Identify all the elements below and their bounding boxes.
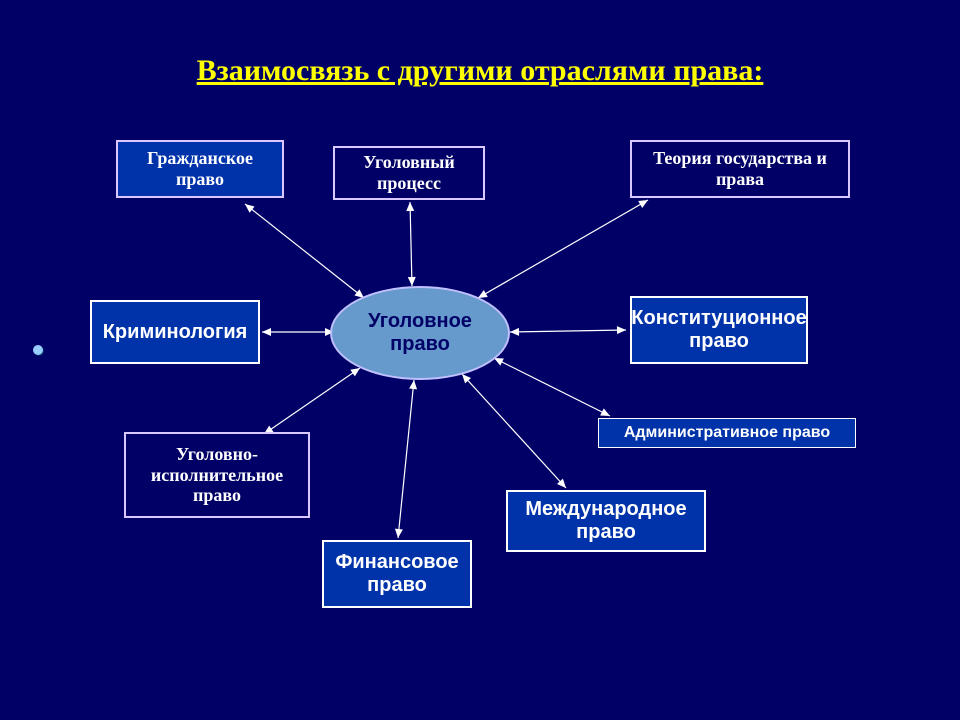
node-label: Гражданское право bbox=[124, 148, 276, 189]
node-constitutional: Конституционное право bbox=[630, 296, 808, 364]
node-label: Административное право bbox=[624, 424, 830, 442]
center-node-label: Уголовное право bbox=[338, 310, 502, 356]
node-international: Международное право bbox=[506, 490, 706, 552]
node-label: Теория государства и права bbox=[638, 148, 842, 189]
node-civil: Гражданское право bbox=[116, 140, 284, 198]
node-admin: Административное право bbox=[598, 418, 856, 448]
center-node: Уголовное право bbox=[330, 286, 510, 380]
node-label: Финансовое право bbox=[330, 551, 464, 597]
node-label: Уголовно-исполнительное право bbox=[132, 444, 302, 506]
node-label: Уголовный процесс bbox=[341, 152, 477, 193]
node-label: Конституционное право bbox=[631, 307, 806, 353]
node-criminology: Криминология bbox=[90, 300, 260, 364]
node-theory: Теория государства и права bbox=[630, 140, 850, 198]
node-financial: Финансовое право bbox=[322, 540, 472, 608]
slide-title: Взаимосвязь с другими отраслями права: bbox=[150, 54, 810, 88]
slide-bullet bbox=[33, 345, 43, 355]
diagram-stage: Взаимосвязь с другими отраслями права: У… bbox=[0, 0, 960, 720]
node-label: Криминология bbox=[103, 321, 248, 344]
node-label: Международное право bbox=[514, 498, 698, 544]
node-penal-exec: Уголовно-исполнительное право bbox=[124, 432, 310, 518]
node-crimproc: Уголовный процесс bbox=[333, 146, 485, 200]
